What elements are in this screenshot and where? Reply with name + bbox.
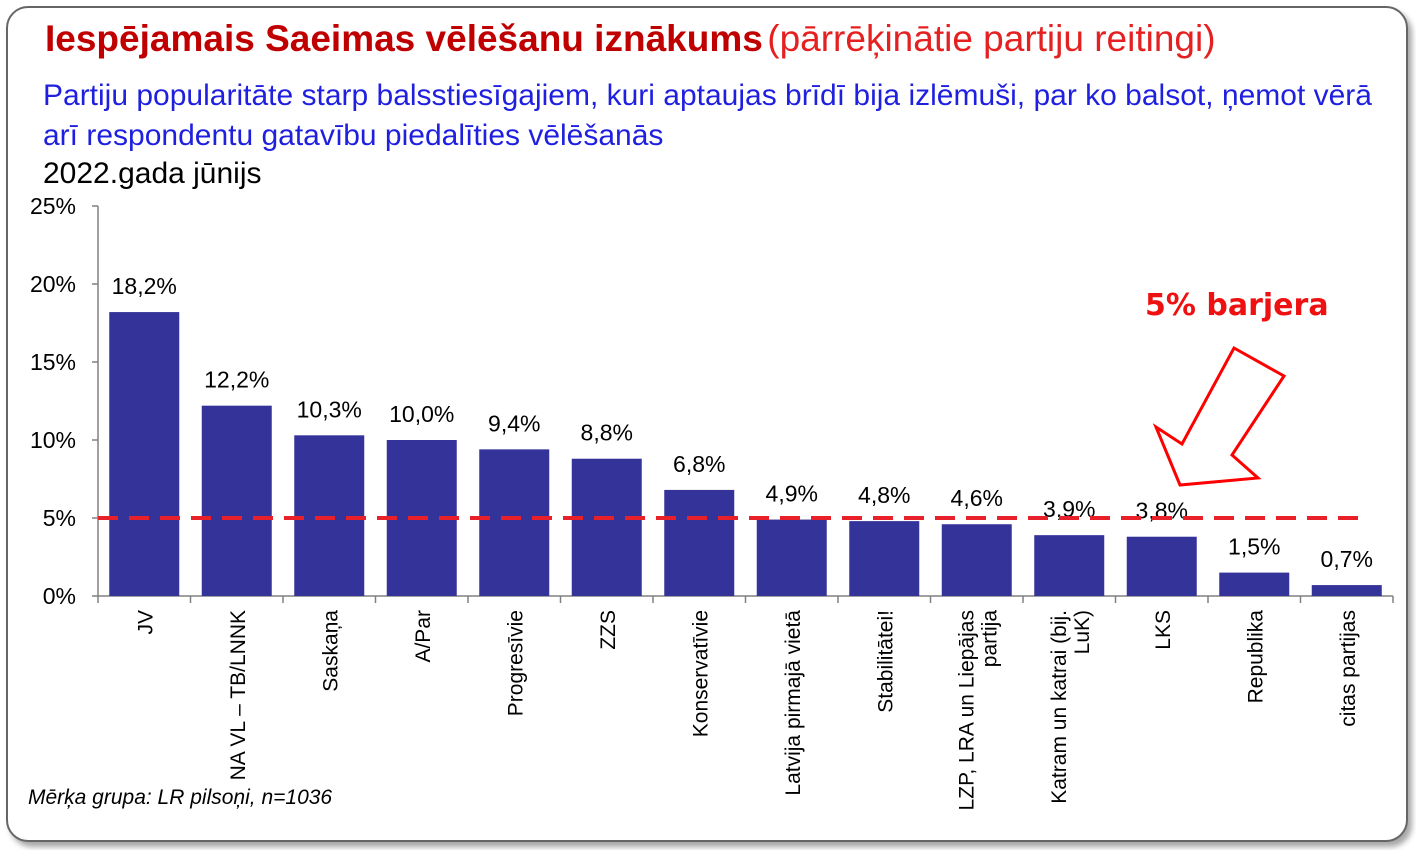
category-label-line: LZP, LRA un Liepājas xyxy=(955,610,978,810)
bar xyxy=(849,521,920,596)
data-label: 1,5% xyxy=(1228,534,1280,560)
category-label: Latvija pirmajā vietā xyxy=(782,610,805,796)
category-label: ZZS xyxy=(597,610,620,650)
category-label-line: LKS xyxy=(1152,610,1175,650)
category-label-line: citas partijas xyxy=(1337,610,1360,727)
arrow-icon xyxy=(1152,345,1287,487)
chart-subtitle: Partiju popularitāte starp balsstiesīgaj… xyxy=(43,79,1372,152)
category-label: Katram un katrai (bij.LuK) xyxy=(1048,610,1094,804)
data-label: 0,7% xyxy=(1321,546,1373,572)
y-tick-label: 5% xyxy=(43,505,76,531)
chart-title: Iespējamais Saeimas vēlēšanu iznākums (p… xyxy=(45,20,1216,57)
title-suffix: (pārrēķinātie partiju reitingi) xyxy=(767,18,1216,59)
data-label: 4,6% xyxy=(951,485,1003,511)
category-label-line: A/Par xyxy=(412,610,435,663)
data-label: 10,3% xyxy=(297,396,362,422)
category-label: Republika xyxy=(1244,610,1267,704)
data-label: 4,8% xyxy=(858,482,910,508)
category-label: Progresīvie xyxy=(504,610,527,716)
data-label: 4,9% xyxy=(766,481,818,507)
category-label-line: Konservatīvie xyxy=(689,610,712,737)
data-label: 18,2% xyxy=(112,273,177,299)
bar xyxy=(756,519,827,596)
category-label-line: Stabilitātei! xyxy=(874,610,897,713)
category-label-line: partija xyxy=(978,610,1001,668)
bar xyxy=(479,449,550,596)
y-tick-label: 20% xyxy=(30,271,76,297)
data-label: 10,0% xyxy=(389,401,454,427)
bar xyxy=(294,435,365,596)
category-label-line: Saskaņa xyxy=(319,610,342,692)
bar xyxy=(201,405,272,596)
y-tick-label: 25% xyxy=(30,193,76,219)
bar xyxy=(1034,535,1105,596)
chart-date: 2022.gada jūnijs xyxy=(43,157,262,190)
category-label-line: JV xyxy=(134,610,157,635)
category-label: Saskaņa xyxy=(319,610,342,692)
category-label-line: Latvija pirmajā vietā xyxy=(782,610,805,796)
bar xyxy=(1126,536,1197,596)
category-label: Konservatīvie xyxy=(689,610,712,737)
title-main: Iespējamais Saeimas vēlēšanu iznākums xyxy=(45,18,763,59)
data-label: 9,4% xyxy=(488,410,540,436)
category-label-line: NA VL – TB/LNNK xyxy=(227,610,250,780)
category-label-line: Progresīvie xyxy=(504,610,527,716)
bar xyxy=(664,489,735,596)
y-tick-label: 15% xyxy=(30,349,76,375)
category-label-line: LuK) xyxy=(1071,610,1094,654)
bar xyxy=(1219,572,1290,596)
category-label: NA VL – TB/LNNK xyxy=(227,610,250,780)
category-label-line: ZZS xyxy=(597,610,620,650)
category-label: A/Par xyxy=(412,610,435,663)
category-label-line: Republika xyxy=(1244,610,1267,704)
data-label: 8,8% xyxy=(581,420,633,446)
y-tick-label: 0% xyxy=(43,583,76,609)
threshold-annotation: 5% barjera xyxy=(1145,288,1329,323)
bar xyxy=(109,312,180,596)
category-label: Stabilitātei! xyxy=(874,610,897,713)
bar xyxy=(571,458,642,596)
category-label: LKS xyxy=(1152,610,1175,650)
y-tick-label: 10% xyxy=(30,427,76,453)
category-label: JV xyxy=(134,610,157,635)
data-label: 12,2% xyxy=(204,367,269,393)
bar xyxy=(941,524,1012,596)
footnote: Mērķa grupa: LR pilsoņi, n=1036 xyxy=(28,786,333,809)
bar xyxy=(1311,585,1382,596)
data-label: 6,8% xyxy=(673,451,725,477)
category-label-line: Katram un katrai (bij. xyxy=(1048,610,1071,804)
category-label: citas partijas xyxy=(1337,610,1360,727)
category-label: LZP, LRA un Liepājaspartija xyxy=(955,610,1001,811)
